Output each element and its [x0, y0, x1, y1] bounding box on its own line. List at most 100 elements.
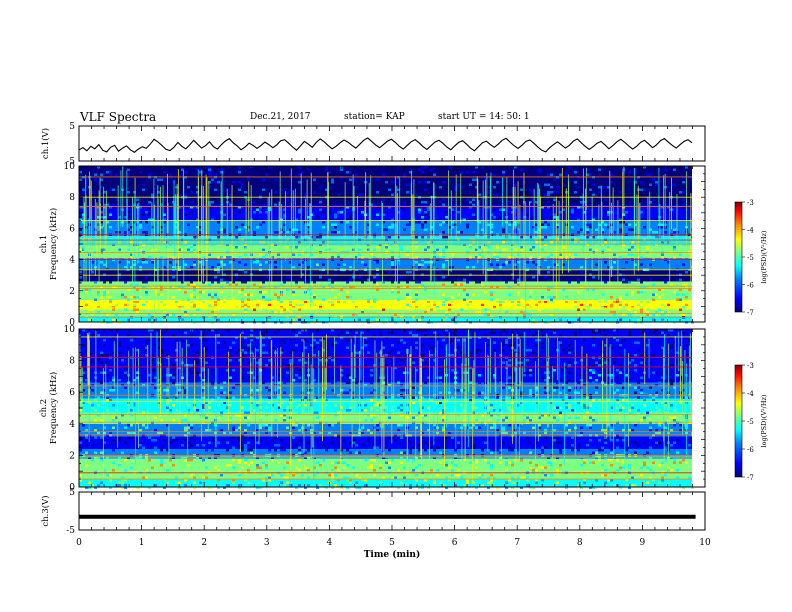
ch2-cell: [250, 396, 253, 399]
ch2-cell: [94, 329, 97, 332]
ch1-cell: [292, 318, 295, 321]
ch2-cell: [106, 354, 109, 357]
ch2-cell: [559, 364, 562, 367]
ch1-cell: [586, 168, 589, 171]
ch1-cell: [160, 243, 163, 246]
ch1-cell: [139, 296, 142, 299]
ch1-cell: [649, 228, 652, 231]
ch2-cell: [604, 384, 607, 387]
ch1-cell: [430, 291, 433, 294]
ch1-cell: [574, 206, 577, 209]
ch1-cell: [424, 181, 427, 184]
ch1-cell: [106, 296, 109, 299]
ch2-cell: [334, 409, 337, 412]
ch1-cell: [514, 166, 517, 169]
ch1-cell: [637, 278, 640, 281]
ch1-cell: [409, 213, 412, 216]
ch2-cell: [670, 381, 673, 384]
ch1-cell: [418, 288, 421, 291]
ch1-cell: [661, 186, 664, 189]
ch2-cell: [583, 389, 586, 392]
ch2-cell: [625, 374, 628, 377]
ch2-cell: [181, 339, 184, 342]
ch1-cell: [451, 253, 454, 256]
ch1-cell: [487, 206, 490, 209]
ch1-cell: [142, 188, 145, 191]
ch1-cell: [271, 311, 274, 314]
ch1-cell: [346, 306, 349, 309]
ch1-cell: [643, 271, 646, 274]
ch2-cell: [565, 346, 568, 349]
ch1-cell: [298, 208, 301, 211]
ch1-cell: [319, 181, 322, 184]
ch1-cell: [151, 286, 154, 289]
ch1-cell: [163, 218, 166, 221]
ch1-cell: [319, 276, 322, 279]
ch1-cell: [547, 206, 550, 209]
ch2-cell: [580, 331, 583, 334]
ch1-cell: [178, 306, 181, 309]
ch1-cell: [130, 166, 133, 169]
ch1-cell: [469, 243, 472, 246]
ch2-cell: [148, 379, 151, 382]
ch1-cell: [427, 306, 430, 309]
ch2-cell: [541, 341, 544, 344]
ch1-cell: [442, 231, 445, 234]
ch1-cell: [208, 166, 211, 169]
ch2-cell: [640, 389, 643, 392]
ch1-cell: [547, 191, 550, 194]
ch1-cell: [541, 193, 544, 196]
ch2-cell: [397, 336, 400, 339]
ch1-cell: [415, 256, 418, 259]
ch2-cell: [163, 331, 166, 334]
ch2-cell: [313, 339, 316, 342]
ch1-cell: [520, 203, 523, 206]
ch1-cell: [502, 253, 505, 256]
ch2-cell: [418, 329, 421, 332]
ch1-cell: [493, 216, 496, 219]
ch1-cell: [571, 211, 574, 214]
ch1-cell: [580, 228, 583, 231]
ch2-cell: [637, 341, 640, 344]
ch1-cell: [118, 171, 121, 174]
ch2-cell: [400, 366, 403, 369]
ch2-cell: [292, 349, 295, 352]
ch2-cell: [115, 409, 118, 412]
ch1-cell: [451, 281, 454, 284]
ch1-cell: [208, 168, 211, 171]
ch1-cell: [535, 193, 538, 196]
ch2-cell: [424, 384, 427, 387]
ch2-cell: [85, 351, 88, 354]
ch2-cell: [370, 381, 373, 384]
ch1-cell: [211, 218, 214, 221]
ch2-cell: [250, 339, 253, 342]
ch1-cell: [445, 243, 448, 246]
ch1-cell: [403, 193, 406, 196]
ch1-cell: [379, 223, 382, 226]
ch2-cell: [535, 401, 538, 404]
ch1-cell: [187, 181, 190, 184]
ch2-cell: [415, 346, 418, 349]
ch1-cell: [373, 313, 376, 316]
ch2-cell: [391, 396, 394, 399]
ch2-cell: [388, 384, 391, 387]
ch1-cell: [424, 211, 427, 214]
ch1-cell: [217, 216, 220, 219]
ch2-cell: [634, 341, 637, 344]
ch2-cell: [625, 376, 628, 379]
y-tick-label: -5: [66, 157, 75, 167]
ch1-cell: [625, 278, 628, 281]
ch2-cell: [304, 379, 307, 382]
ch1-cell: [478, 301, 481, 304]
ch1-cell: [349, 223, 352, 226]
ch1-cell: [466, 226, 469, 229]
ch2-cell: [631, 404, 634, 407]
ch2-cell: [544, 386, 547, 389]
ch1-cell: [262, 298, 265, 301]
ch1-cell: [472, 283, 475, 286]
ch1-cell: [436, 276, 439, 279]
ch2-cell: [247, 411, 250, 414]
ch1-cell: [139, 221, 142, 224]
ch1-cell: [124, 308, 127, 311]
ch1-cell: [307, 216, 310, 219]
